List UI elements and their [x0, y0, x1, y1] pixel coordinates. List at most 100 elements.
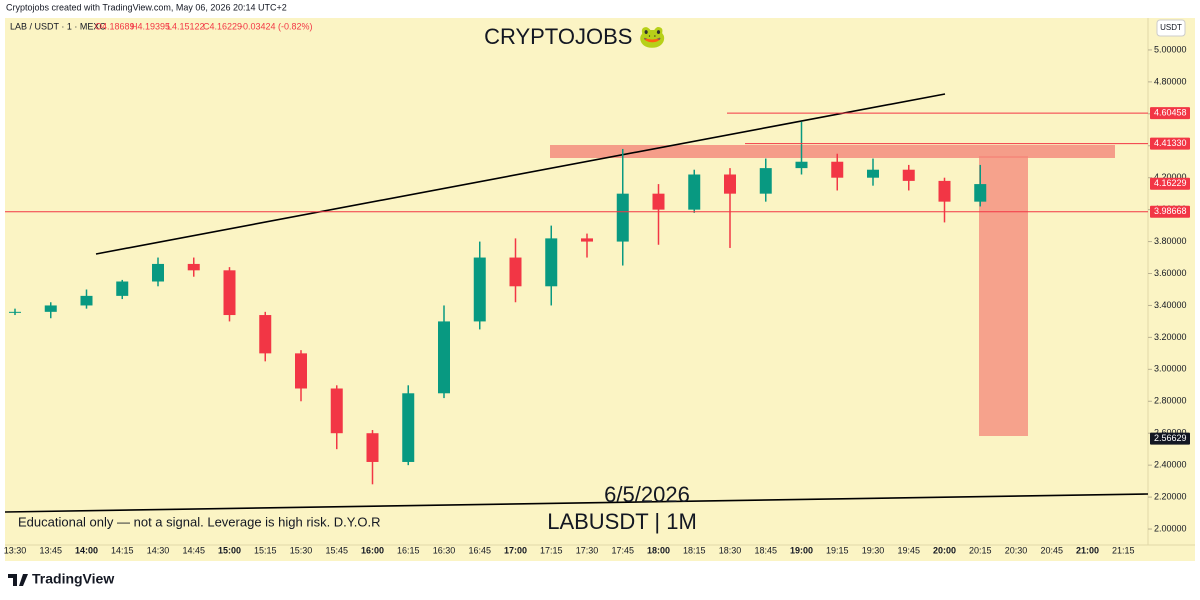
currency: USDT: [1160, 23, 1182, 32]
annotation-pair: LABUSDT | 1M: [547, 509, 697, 534]
target-box: [979, 156, 1028, 436]
x-tick-label: 15:30: [290, 545, 313, 555]
x-tick-label: 17:15: [540, 545, 563, 555]
x-tick-label: 20:30: [1005, 545, 1028, 555]
logo-icon: [8, 574, 28, 586]
x-tick-label: 18:15: [683, 545, 706, 555]
y-tick-label: 2.40000: [1154, 460, 1187, 470]
candle-body: [509, 257, 522, 287]
ohlc-low: L4.15122: [167, 21, 205, 31]
candle-body: [652, 193, 665, 210]
price-label: 4.60458: [1154, 107, 1187, 117]
plot: 2.00000 2.20000 2.40000 2.60000 2.80000 3.000…: [4, 44, 1190, 555]
x-tick-label: 20:00: [933, 545, 956, 555]
candle-body: [867, 169, 879, 178]
x-tick-label: 18:45: [754, 545, 777, 555]
y-tick-label: 3.20000: [1154, 332, 1187, 342]
x-tick-label: 17:45: [611, 545, 634, 555]
price-label-box: [1150, 205, 1190, 218]
candle-body: [581, 238, 593, 242]
y-tick-label: 4.80000: [1154, 76, 1187, 86]
x-tick-label: 19:30: [862, 545, 885, 555]
x-tick-label: 16:00: [361, 545, 384, 555]
symbol: LAB / USDT · 1 · MEXC: [10, 21, 106, 31]
x-tick-label: 21:00: [1076, 545, 1099, 555]
x-tick-label: 15:15: [254, 545, 277, 555]
candle-body: [259, 315, 272, 354]
x-tick-label: 16:45: [468, 545, 491, 555]
x-tick-label: 14:15: [111, 545, 134, 555]
candle-body: [366, 433, 379, 462]
brand: TradingView: [32, 571, 114, 587]
trendline: [4, 493, 1149, 513]
y-tick-label: 3.40000: [1154, 300, 1187, 310]
candle-body: [759, 168, 772, 194]
price-label-box: [1150, 107, 1190, 120]
y-tick-label: 2.00000: [1154, 523, 1187, 533]
price-label-box: [1150, 177, 1190, 190]
candle-body: [974, 184, 987, 202]
x-tick-label: 16:30: [433, 545, 456, 555]
ohlc-open: O4.18689: [95, 21, 135, 31]
x-tick-label: 13:45: [39, 545, 62, 555]
credit: Cryptojobs created with TradingView.com,…: [6, 2, 287, 12]
y-tick-label: 2.20000: [1154, 491, 1187, 501]
y-tick-label: 2.80000: [1154, 396, 1187, 406]
ohlc-high: H4.19395: [131, 21, 170, 31]
candle-body: [223, 270, 236, 316]
ohlc-close: C4.16229: [203, 21, 242, 31]
brand-logo: TradingView: [8, 571, 114, 587]
x-tick-label: 13:30: [4, 545, 27, 555]
candle-body: [187, 263, 200, 271]
x-tick-label: 20:15: [969, 545, 992, 555]
x-tick-label: 16:15: [397, 545, 420, 555]
y-tick-label: 2.60000: [1154, 428, 1187, 438]
candle-body: [902, 169, 915, 181]
candle-body: [402, 393, 415, 462]
candle-body: [295, 353, 307, 389]
currency-box[interactable]: [1156, 19, 1186, 37]
x-tick-label: 15:00: [218, 545, 241, 555]
trendline: [95, 93, 946, 255]
x-tick-label: 19:00: [790, 545, 813, 555]
candle-body: [616, 193, 629, 242]
y-tick-label: 3.00000: [1154, 364, 1187, 374]
x-tick-label: 19:45: [897, 545, 920, 555]
candle-body: [9, 311, 21, 313]
candle-body: [80, 295, 93, 306]
disclaimer: Educational only — not a signal. Leverag…: [18, 514, 381, 529]
resistance-zone: [550, 145, 1115, 158]
price-label-box: [1150, 432, 1190, 445]
x-tick-label: 19:15: [826, 545, 849, 555]
x-tick-label: 18:00: [647, 545, 670, 555]
x-tick-label: 17:30: [576, 545, 599, 555]
y-tick-label: 4.20000: [1154, 172, 1187, 182]
price-label: 4.41330: [1154, 138, 1187, 148]
price-label: 4.16229: [1154, 178, 1187, 188]
x-tick-label: 14:45: [182, 545, 205, 555]
x-tick-label: 15:45: [325, 545, 348, 555]
candle-body: [688, 174, 701, 210]
candle-body: [724, 174, 736, 194]
candle-body: [545, 238, 558, 287]
legend: LAB / USDT · 1 · MEXC O4.18689 H4.19395 …: [10, 21, 313, 31]
x-tick-label: 20:45: [1040, 545, 1063, 555]
x-tick-label: 18:30: [719, 545, 742, 555]
ohlc-change: -0.03424 (-0.82%): [240, 21, 313, 31]
candle-body: [473, 257, 486, 322]
price-label-box: [1150, 137, 1190, 150]
candle-body: [795, 161, 808, 169]
y-tick-label: 3.60000: [1154, 268, 1187, 278]
x-tick-label: 14:00: [75, 545, 98, 555]
y-tick-label: 3.80000: [1154, 236, 1187, 246]
chart-title: CRYPTOJOBS 🐸: [484, 24, 666, 49]
candle-body: [438, 321, 450, 394]
candle-body: [938, 180, 951, 202]
x-tick-label: 21:15: [1112, 545, 1135, 555]
x-tick-label: 17:00: [504, 545, 527, 555]
candle-body: [152, 263, 164, 282]
candle-body: [44, 305, 57, 312]
price-label: 2.56629: [1154, 433, 1187, 443]
